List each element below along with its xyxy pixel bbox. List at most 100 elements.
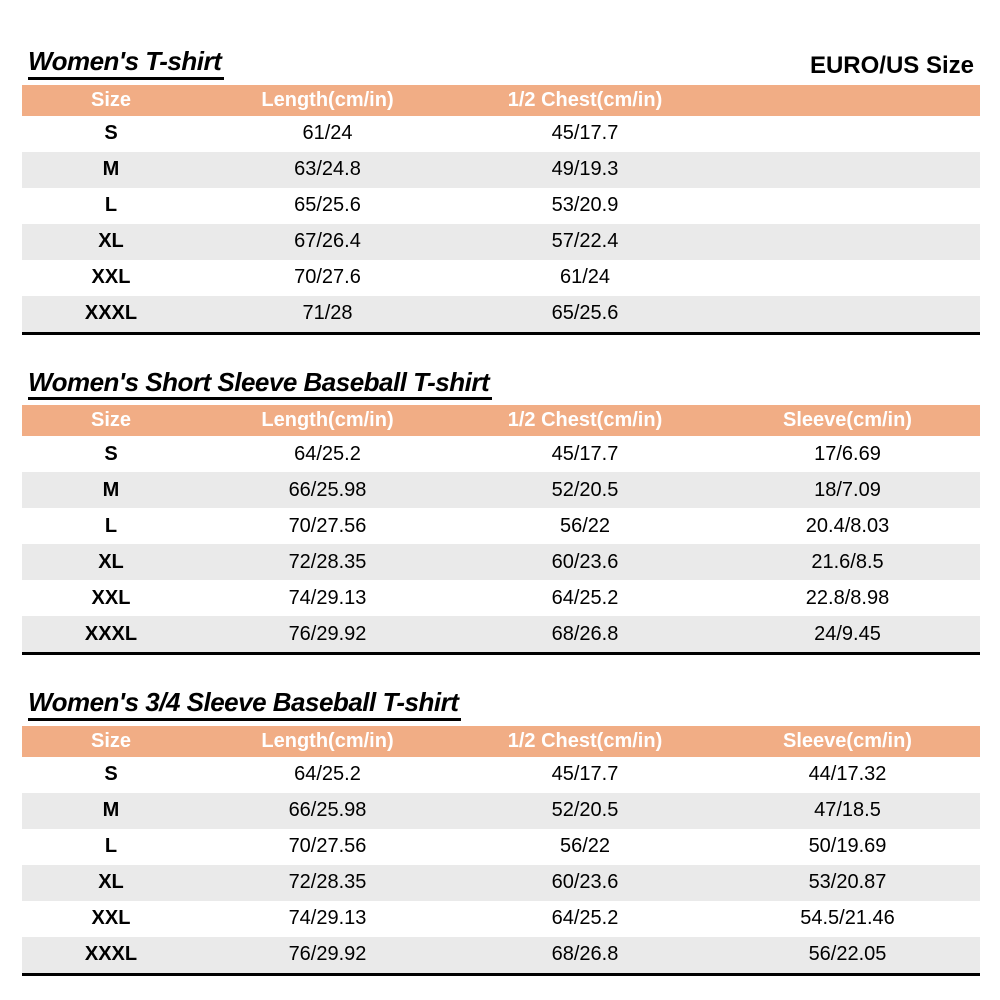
table-row: XXXL 71/28 65/25.6: [22, 295, 980, 334]
value-cell: 65/25.6: [455, 295, 715, 334]
table-row: XXL 74/29.13 64/25.2 54.5/21.46: [22, 901, 980, 937]
value-cell: [715, 188, 980, 224]
table-title: Women's 3/4 Sleeve Baseball T-shirt: [28, 688, 462, 721]
header-cell: Sleeve(cm/in): [715, 725, 980, 757]
value-cell: 47/18.5: [715, 792, 980, 829]
section-womens-tshirt: Women's T-shirt EURO/US Size Size Length(…: [22, 47, 980, 335]
size-cell: XXXL: [22, 616, 200, 654]
value-cell: 68/26.8: [455, 616, 715, 654]
section-short-sleeve-baseball: Women's Short Sleeve Baseball T-shirt Si…: [22, 367, 980, 656]
title-row: Women's 3/4 Sleeve Baseball T-shirt: [22, 688, 980, 721]
value-cell: 45/17.7: [551, 442, 619, 465]
value-cell: 53/20.9: [551, 194, 619, 217]
size-cell: M: [22, 792, 200, 829]
value-cell: 67/26.4: [200, 223, 455, 260]
value-cell: 64/25.2: [294, 763, 361, 786]
size-cell: M: [22, 151, 200, 188]
value-cell: 70/27.56: [288, 835, 367, 858]
value-cell: 45/17.7: [551, 763, 619, 786]
table-row: XL 72/28.35 60/23.6 21.6/8.5: [22, 544, 980, 581]
header-cell: 1/2 Chest(cm/in): [455, 405, 715, 437]
value-cell: 64/25.2: [551, 907, 619, 930]
table-row: S 64/25.2 45/17.7 17/6.69: [22, 436, 980, 472]
header-cell: Size: [22, 725, 200, 757]
value-cell: 17/6.69: [814, 442, 881, 465]
size-cell: L: [104, 194, 118, 217]
table-row: L 70/27.56 56/22 50/19.69: [22, 829, 980, 865]
size-table-womens-tshirt: Size Length(cm/in) 1/2 Chest(cm/in) S 61/24 4…: [22, 84, 980, 335]
value-cell: [715, 116, 980, 152]
table-row: M 63/24.8 49/19.3: [22, 151, 980, 188]
value-cell: 44/17.32: [808, 763, 887, 786]
size-cell: XL: [22, 223, 200, 260]
size-cell: L: [104, 514, 118, 537]
title-row: Women's T-shirt EURO/US Size: [22, 47, 980, 80]
value-cell: 72/28.35: [200, 864, 455, 901]
value-cell: 70/27.56: [288, 514, 367, 537]
table-row: XXL 74/29.13 64/25.2 22.8/8.98: [22, 580, 980, 616]
size-cell: XXL: [91, 266, 131, 289]
size-table-three-quarter-sleeve-baseball: Size Length(cm/in) 1/2 Chest(cm/in) Sleeve(…: [22, 725, 980, 976]
table-row: L 65/25.6 53/20.9: [22, 188, 980, 224]
value-cell: [715, 223, 980, 260]
value-cell: [715, 295, 980, 334]
value-cell: 53/20.87: [715, 864, 980, 901]
size-table-short-sleeve-baseball: Size Length(cm/in) 1/2 Chest(cm/in) Sleeve(…: [22, 405, 980, 656]
value-cell: 54.5/21.46: [800, 907, 895, 930]
header-cell: 1/2 Chest(cm/in): [455, 725, 715, 757]
value-cell: 61/24: [559, 266, 611, 289]
size-cell: S: [104, 122, 118, 145]
value-cell: 64/25.2: [294, 442, 361, 465]
value-cell: 68/26.8: [455, 936, 715, 975]
value-cell: 64/25.2: [551, 586, 619, 609]
value-cell: 66/25.98: [200, 792, 455, 829]
table-title: Women's Short Sleeve Baseball T-shirt: [28, 367, 493, 401]
header-row: Size Length(cm/in) 1/2 Chest(cm/in) Sleeve(…: [22, 725, 980, 757]
header-cell: Sleeve(cm/in): [715, 405, 980, 437]
size-cell: XXXL: [22, 936, 200, 975]
header-row: Size Length(cm/in) 1/2 Chest(cm/in) Sleeve(…: [22, 405, 980, 437]
size-standard-label: EURO/US Size: [809, 52, 974, 80]
value-cell: 60/23.6: [455, 544, 715, 581]
size-cell: XL: [22, 864, 200, 901]
size-cell: XXXL: [22, 295, 200, 334]
value-cell: 20.4/8.03: [805, 514, 890, 537]
value-cell: 63/24.8: [200, 151, 455, 188]
value-cell: 45/17.7: [551, 122, 619, 145]
value-cell: 66/25.98: [200, 472, 455, 509]
size-cell: L: [104, 835, 118, 858]
value-cell: 24/9.45: [715, 616, 980, 654]
table-row: XL 72/28.35 60/23.6 53/20.87: [22, 864, 980, 901]
value-cell: 18/7.09: [715, 472, 980, 509]
value-cell: 56/22: [559, 514, 611, 537]
value-cell: 72/28.35: [200, 544, 455, 581]
value-cell: 71/28: [200, 295, 455, 334]
table-row: S 64/25.2 45/17.7 44/17.32: [22, 757, 980, 793]
value-cell: 74/29.13: [288, 586, 367, 609]
value-cell: 52/20.5: [455, 792, 715, 829]
value-cell: [715, 151, 980, 188]
size-chart-content: Women's T-shirt EURO/US Size Size Length(…: [22, 47, 980, 976]
table-row: M 66/25.98 52/20.5 47/18.5: [22, 792, 980, 829]
table-row: M 66/25.98 52/20.5 18/7.09: [22, 472, 980, 509]
value-cell: 76/29.92: [200, 936, 455, 975]
section-three-quarter-sleeve-baseball: Women's 3/4 Sleeve Baseball T-shirt Size…: [22, 688, 980, 976]
value-cell: 70/27.6: [294, 266, 361, 289]
table-title: Women's T-shirt: [28, 47, 225, 80]
value-cell: 22.8/8.98: [805, 586, 890, 609]
table-row: XXL 70/27.6 61/24: [22, 260, 980, 296]
size-cell: M: [22, 472, 200, 509]
value-cell: 21.6/8.5: [715, 544, 980, 581]
title-row: Women's Short Sleeve Baseball T-shirt: [22, 367, 980, 401]
value-cell: 74/29.13: [288, 907, 367, 930]
header-cell: Size: [22, 84, 200, 116]
value-cell: 52/20.5: [455, 472, 715, 509]
value-cell: 60/23.6: [455, 864, 715, 901]
header-cell: Length(cm/in): [200, 725, 455, 757]
value-cell: 49/19.3: [455, 151, 715, 188]
table-row: XXXL 76/29.92 68/26.8 56/22.05: [22, 936, 980, 975]
value-cell: 61/24: [302, 122, 353, 145]
table-row: S 61/24 45/17.7: [22, 116, 980, 152]
table-row: XXXL 76/29.92 68/26.8 24/9.45: [22, 616, 980, 654]
